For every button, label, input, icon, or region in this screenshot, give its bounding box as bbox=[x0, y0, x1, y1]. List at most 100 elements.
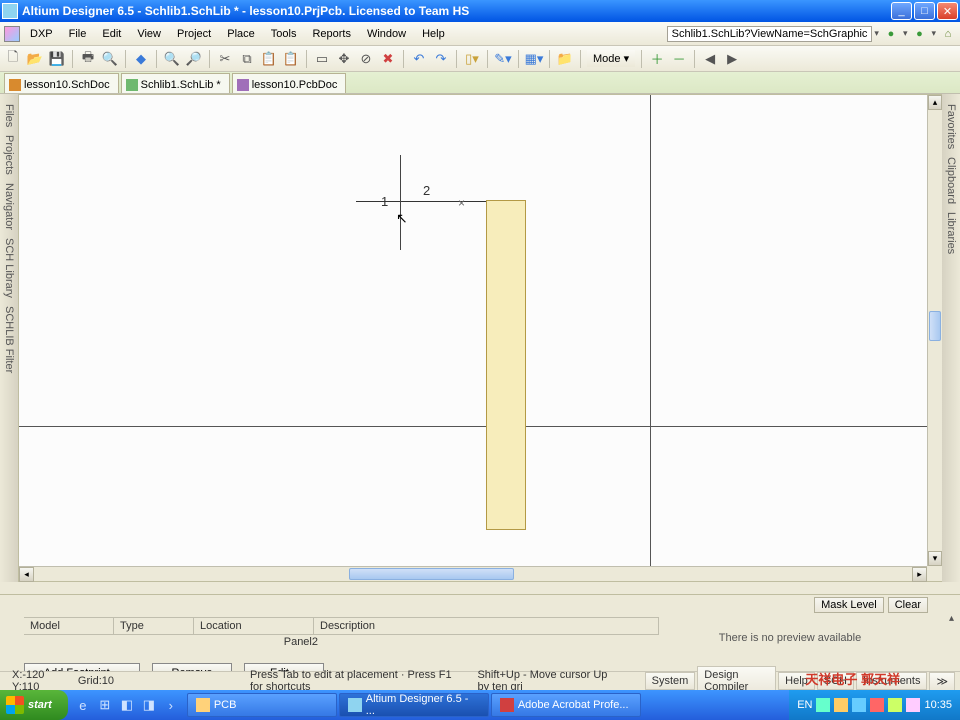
menu-dxp[interactable]: DXP bbox=[22, 25, 61, 43]
cell-panel: Panel2 bbox=[24, 635, 324, 651]
col-location[interactable]: Location bbox=[194, 618, 314, 634]
left-tab-schlibrary[interactable]: SCH Library bbox=[3, 238, 15, 298]
ql-app2-icon[interactable]: ◨ bbox=[140, 694, 158, 716]
nav-back-icon[interactable]: ● bbox=[883, 26, 899, 42]
grid-icon[interactable]: ▦▾ bbox=[525, 50, 543, 68]
undo-icon[interactable]: ↶ bbox=[410, 50, 428, 68]
preview-icon[interactable]: 🔍 bbox=[101, 50, 119, 68]
paste2-icon[interactable]: 📋 bbox=[282, 50, 300, 68]
select-icon[interactable]: ▭ bbox=[313, 50, 331, 68]
menu-tools[interactable]: Tools bbox=[263, 25, 305, 43]
start-button[interactable]: start bbox=[0, 690, 68, 720]
taskbar-item-pcb[interactable]: PCB bbox=[187, 693, 337, 717]
col-description[interactable]: Description bbox=[314, 618, 659, 634]
col-model[interactable]: Model bbox=[24, 618, 114, 634]
menu-place[interactable]: Place bbox=[219, 25, 263, 43]
right-tab-libraries[interactable]: Libraries bbox=[945, 212, 957, 254]
minimize-button[interactable]: _ bbox=[891, 2, 912, 20]
deselect-icon[interactable]: ⊘ bbox=[357, 50, 375, 68]
taskbar-item-adobe[interactable]: Adobe Acrobat Profe... bbox=[491, 693, 641, 717]
folder-icon[interactable]: 📁 bbox=[556, 50, 574, 68]
right-tab-clipboard[interactable]: Clipboard bbox=[945, 157, 957, 204]
ql-app1-icon[interactable]: ◧ bbox=[118, 694, 136, 716]
tray-icon4[interactable] bbox=[870, 698, 884, 712]
ql-desktop-icon[interactable]: ⊞ bbox=[96, 694, 114, 716]
plus-icon[interactable]: ＋ bbox=[648, 50, 666, 68]
scroll-down-button[interactable]: ▾ bbox=[928, 551, 942, 566]
move-icon[interactable]: ✥ bbox=[335, 50, 353, 68]
tab-schlib1[interactable]: Schlib1.SchLib * bbox=[121, 73, 230, 93]
paste-icon[interactable]: 📋 bbox=[260, 50, 278, 68]
tab-lesson10-pcbdoc[interactable]: lesson10.PcbDoc bbox=[232, 73, 347, 93]
menu-project[interactable]: Project bbox=[169, 25, 219, 43]
redo-icon[interactable]: ↷ bbox=[432, 50, 450, 68]
url-box[interactable]: Schlib1.SchLib?ViewName=SchGraphic bbox=[667, 26, 873, 42]
pin-line[interactable] bbox=[356, 201, 486, 202]
pin-number-2: 2 bbox=[423, 183, 430, 198]
app-icon bbox=[2, 3, 18, 19]
dropdown-icon[interactable]: ▾ bbox=[874, 28, 879, 39]
schematic-canvas[interactable]: × 1 2 ↖ bbox=[19, 95, 927, 566]
left-tab-schlibfilter[interactable]: SCHLIB Filter bbox=[3, 306, 15, 373]
left-tab-navigator[interactable]: Navigator bbox=[3, 183, 15, 230]
menu-window[interactable]: Window bbox=[359, 25, 414, 43]
menu-edit[interactable]: Edit bbox=[94, 25, 129, 43]
grid-row[interactable]: Panel2 bbox=[24, 635, 659, 651]
tray-icon1[interactable] bbox=[816, 698, 830, 712]
home-icon[interactable]: ⌂ bbox=[940, 26, 956, 42]
menu-help[interactable]: Help bbox=[414, 25, 453, 43]
v-scroll-thumb[interactable] bbox=[929, 311, 941, 341]
close-button[interactable]: ✕ bbox=[937, 2, 958, 20]
left-tab-projects[interactable]: Projects bbox=[3, 135, 15, 175]
status-tab-more[interactable]: ≫ bbox=[929, 672, 955, 691]
h-scroll-thumb[interactable] bbox=[349, 568, 514, 580]
system-tray[interactable]: EN 10:35 bbox=[789, 690, 960, 720]
tray-time[interactable]: 10:35 bbox=[924, 699, 952, 711]
mode-dropdown[interactable]: Mode ▾ bbox=[587, 50, 635, 67]
tray-icon3[interactable] bbox=[852, 698, 866, 712]
minus-icon[interactable]: － bbox=[670, 50, 688, 68]
nav2-icon[interactable]: ▶ bbox=[723, 50, 741, 68]
component-body[interactable] bbox=[486, 200, 526, 530]
obj-icon[interactable]: ▯▾ bbox=[463, 50, 481, 68]
tray-icon5[interactable] bbox=[888, 698, 902, 712]
zoom-in-icon[interactable]: 🔍 bbox=[163, 50, 181, 68]
copy-icon[interactable]: ⧉ bbox=[238, 50, 256, 68]
left-tab-files[interactable]: Files bbox=[3, 104, 15, 127]
tray-lang[interactable]: EN bbox=[797, 699, 812, 711]
col-type[interactable]: Type bbox=[114, 618, 194, 634]
ql-ie-icon[interactable]: e bbox=[74, 694, 92, 716]
scroll-up-button[interactable]: ▴ bbox=[928, 95, 942, 110]
tray-icon6[interactable] bbox=[906, 698, 920, 712]
nav1-icon[interactable]: ◀ bbox=[701, 50, 719, 68]
dxp-icon[interactable] bbox=[4, 26, 20, 42]
delete-icon[interactable]: ✖ bbox=[379, 50, 397, 68]
ql-expand-icon[interactable]: › bbox=[162, 694, 180, 716]
cut-icon[interactable]: ✂ bbox=[216, 50, 234, 68]
zoom-out-icon[interactable]: 🔎 bbox=[185, 50, 203, 68]
panel-scroll-up-icon[interactable]: ▴ bbox=[949, 613, 954, 624]
nav-fwd-icon[interactable]: ● bbox=[911, 26, 927, 42]
taskbar-item-altium[interactable]: Altium Designer 6.5 - ... bbox=[339, 693, 489, 717]
clear-button[interactable]: Clear bbox=[888, 597, 928, 613]
tray-icon2[interactable] bbox=[834, 698, 848, 712]
tool1-icon[interactable]: ✎▾ bbox=[494, 50, 512, 68]
print-icon[interactable]: 🖶 bbox=[79, 50, 97, 68]
scroll-left-button[interactable]: ◂ bbox=[19, 567, 34, 582]
vertical-scrollbar[interactable]: ▴ ▾ bbox=[927, 95, 942, 566]
layers-icon[interactable]: ◆ bbox=[132, 50, 150, 68]
scroll-right-button[interactable]: ▸ bbox=[912, 567, 927, 582]
mask-level-button[interactable]: Mask Level bbox=[814, 597, 884, 613]
maximize-button[interactable]: □ bbox=[914, 2, 935, 20]
menu-file[interactable]: File bbox=[61, 25, 95, 43]
new-icon[interactable]: 🗋 bbox=[4, 50, 22, 68]
menu-reports[interactable]: Reports bbox=[304, 25, 359, 43]
menu-view[interactable]: View bbox=[129, 25, 169, 43]
tab-lesson10-schdoc[interactable]: lesson10.SchDoc bbox=[4, 73, 119, 93]
save-icon[interactable]: 💾 bbox=[48, 50, 66, 68]
open-icon[interactable]: 📂 bbox=[26, 50, 44, 68]
horizontal-scrollbar[interactable]: ◂ ▸ bbox=[19, 566, 927, 581]
status-grid: Grid:10 bbox=[70, 675, 122, 687]
status-tab-system[interactable]: System bbox=[645, 672, 696, 690]
right-tab-favorites[interactable]: Favorites bbox=[945, 104, 957, 149]
